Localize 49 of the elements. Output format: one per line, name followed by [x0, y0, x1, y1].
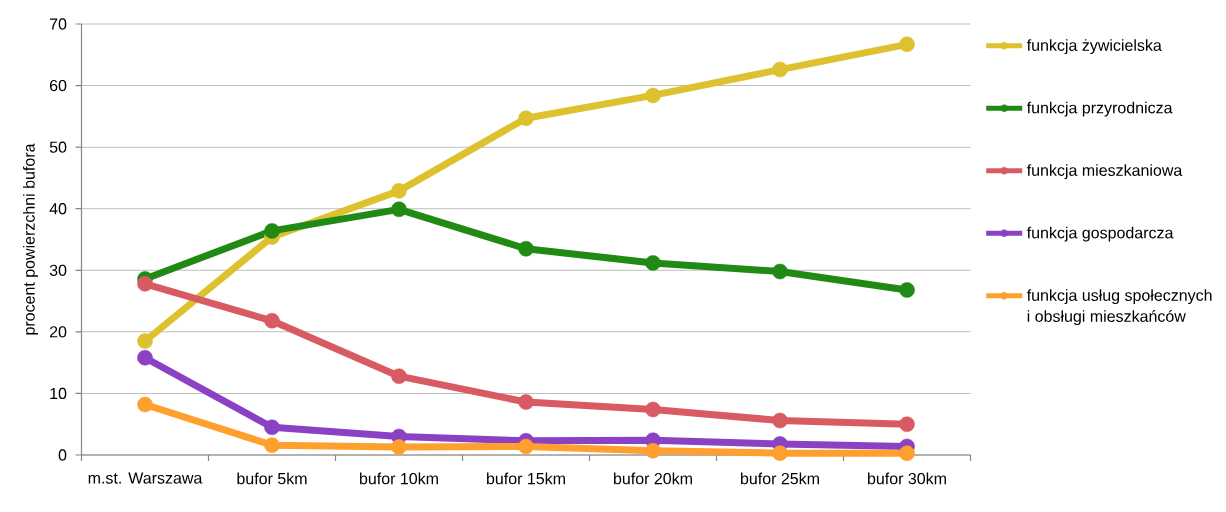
x-tick-label: m.st. Warszawa: [88, 472, 203, 484]
legend-label: funkcja przyrodnicza: [1026, 101, 1173, 117]
y-tick-label: 50: [49, 141, 67, 153]
point: [391, 201, 407, 218]
point: [772, 61, 788, 78]
x-tick-label: bufor 25km: [741, 472, 819, 485]
y-tick-label: 30: [49, 264, 67, 276]
point: [899, 416, 915, 432]
point: [264, 223, 280, 239]
y-axis-title: procent powierzchni bufora: [23, 143, 38, 335]
point: [137, 333, 153, 349]
y-tick-label: 60: [49, 79, 67, 92]
point: [518, 110, 534, 126]
point: [645, 442, 661, 459]
x-tick-label: bufor 15km: [487, 472, 565, 485]
y-tick-label: 40: [49, 203, 67, 215]
legend-label: funkcja mieszkaniowa: [1026, 164, 1183, 180]
point: [645, 255, 661, 271]
point: [772, 445, 788, 461]
y-tick-label: 10: [50, 387, 67, 400]
point: [264, 437, 280, 453]
point: [391, 439, 407, 455]
x-tick-label: bufor 30km: [868, 472, 946, 485]
x-tick-label: bufor 20km: [614, 472, 692, 485]
point: [645, 401, 661, 418]
point: [772, 412, 788, 429]
y-tick-label: 70: [49, 18, 67, 30]
point: [137, 349, 153, 366]
point: [899, 445, 915, 461]
point: [772, 263, 788, 280]
point: [391, 368, 407, 384]
point: [264, 313, 280, 329]
point: [137, 276, 153, 292]
point: [899, 36, 915, 53]
legend-label: funkcja usług społecznych i obsługi mieszkańców: [1026, 289, 1212, 326]
point: [391, 183, 407, 199]
point: [264, 419, 280, 436]
point: [518, 438, 534, 455]
x-tick-label: bufor 10km: [360, 472, 438, 485]
y-tick-label: 20: [49, 326, 67, 338]
point: [645, 87, 661, 104]
point: [518, 240, 534, 257]
point: [899, 282, 915, 298]
point: [518, 394, 534, 410]
legend-label: funkcja żywicielska: [1026, 39, 1162, 55]
legend-label: funkcja gospodarcza: [1026, 226, 1174, 242]
x-tick-label: bufor 5km: [237, 472, 307, 485]
point: [137, 396, 153, 413]
y-tick-label: 0: [58, 449, 67, 461]
